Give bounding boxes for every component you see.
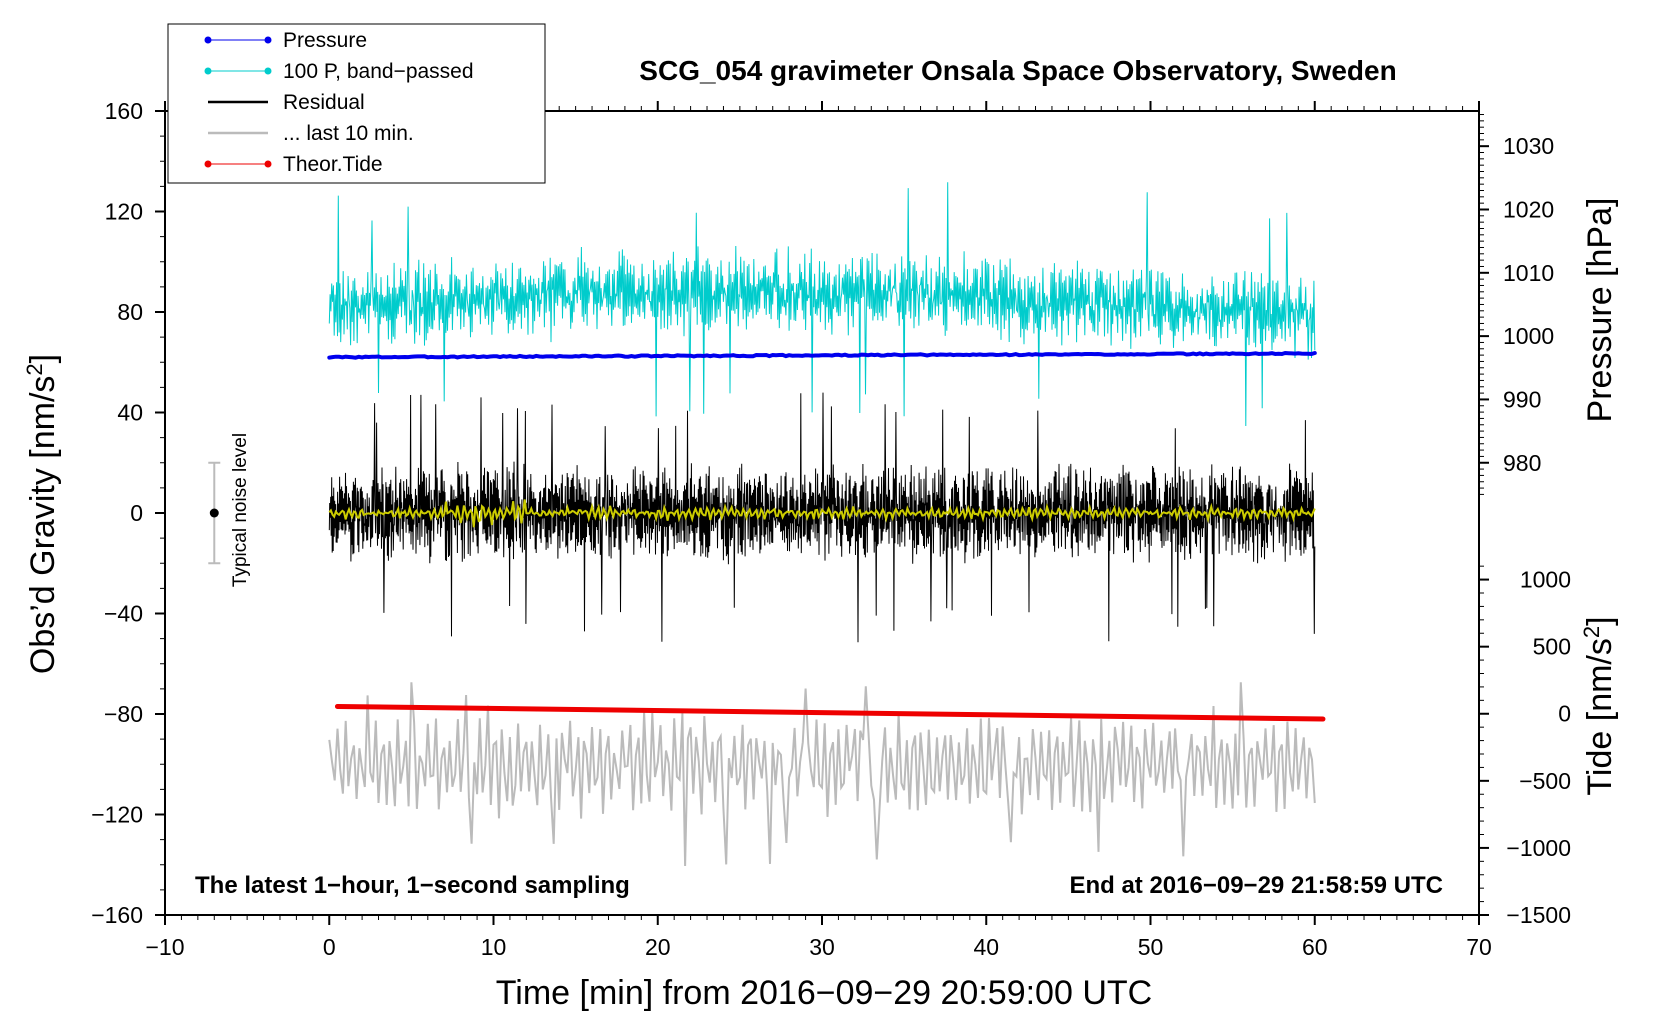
noise-bar-center [209,508,219,518]
legend-label-residual: Residual [283,91,365,114]
tide-axis-title: Tide [nm/s2] [1579,616,1620,795]
legend-label-pressure: Pressure [283,29,367,52]
noise-level-label: Typical noise level [230,433,251,587]
series-residual-smoothed [328,499,1316,528]
x-tick-label: 0 [323,934,336,960]
tide-tick-label: −1000 [1506,835,1571,861]
legend: Pressure 100 P, band−passed Residual ... la… [167,23,546,184]
tide-axis-title-sup: 2 [1579,626,1604,638]
legend-label-last-10-min: ... last 10 min. [283,122,414,145]
left-axis-title-sup: 2 [22,363,47,375]
legend-marker-100-p-band-passed [204,67,212,75]
legend-marker-theor-tide [204,160,212,168]
pressure-tick-label: 1010 [1503,260,1554,286]
y-tick-label: 0 [130,500,143,526]
left-axis-title-main: Obs’d Gravity [nm/s [24,376,62,675]
legend-box [167,23,546,184]
left-axis-title-end: ] [24,354,62,363]
x-tick-label: 60 [1302,934,1328,960]
x-tick-label: 50 [1138,934,1164,960]
y-tick-label: −80 [104,701,143,727]
series-layer [327,182,1326,867]
pressure-tick-label: 980 [1503,450,1541,476]
pressure-tick-label: 990 [1503,386,1541,412]
series-pressure [327,350,1317,360]
x-tick-label: 10 [481,934,507,960]
legend-label-theor-tide: Theor.Tide [283,153,383,176]
y-tick-label: −160 [91,902,143,928]
left-axis-title: Obs’d Gravity [nm/s2] [22,354,63,674]
chart-title: SCG_054 gravimeter Onsala Space Observat… [639,55,1396,86]
tide-tick-label: −1500 [1506,902,1571,928]
sampling-annotation: The latest 1−hour, 1−second sampling [195,872,630,899]
legend-marker-100-p-band-passed [264,67,272,75]
pressure-tick-label: 1020 [1503,196,1554,222]
y-tick-label: 120 [105,199,143,225]
pressure-tick-label: 1030 [1503,133,1554,159]
x-tick-label: 30 [809,934,835,960]
pressure-axis-title: Pressure [hPa] [1581,198,1619,423]
tide-tick-label: 1000 [1520,567,1571,593]
legend-marker-pressure [204,36,212,44]
pressure-tick-label: 1000 [1503,323,1554,349]
tide-tick-label: −500 [1519,768,1571,794]
x-tick-label: −10 [145,934,184,960]
series-theoretical-tide [334,703,1326,722]
axis-ticks: −10 0 10 20 30 40 50 60 70−160−120−80−4004080120… [91,98,1571,960]
y-tick-label: −40 [104,601,143,627]
tide-axis-title-end: ] [1581,616,1619,625]
y-tick-label: 40 [117,400,143,426]
series-last-10-min [328,682,1316,867]
x-tick-label: 20 [645,934,671,960]
legend-label-100-p-band-passed: 100 P, band−passed [283,60,474,83]
tide-tick-label: 500 [1533,634,1571,660]
x-tick-label: 40 [973,934,999,960]
tide-tick-label: 0 [1558,701,1571,727]
y-tick-label: 80 [117,299,143,325]
legend-marker-theor-tide [264,160,272,168]
series-band-passed-pressure [328,182,1316,427]
x-tick-label: 70 [1466,934,1492,960]
end-time-annotation: End at 2016−09−29 21:58:59 UTC [1069,872,1443,899]
tide-axis-title-main: Tide [nm/s [1581,638,1619,795]
x-axis-title: Time [min] from 2016−09−29 20:59:00 UTC [496,974,1152,1012]
y-tick-label: −120 [91,802,143,828]
legend-marker-pressure [264,36,272,44]
noise-level-marker [208,461,221,565]
y-tick-label: 160 [105,98,143,124]
